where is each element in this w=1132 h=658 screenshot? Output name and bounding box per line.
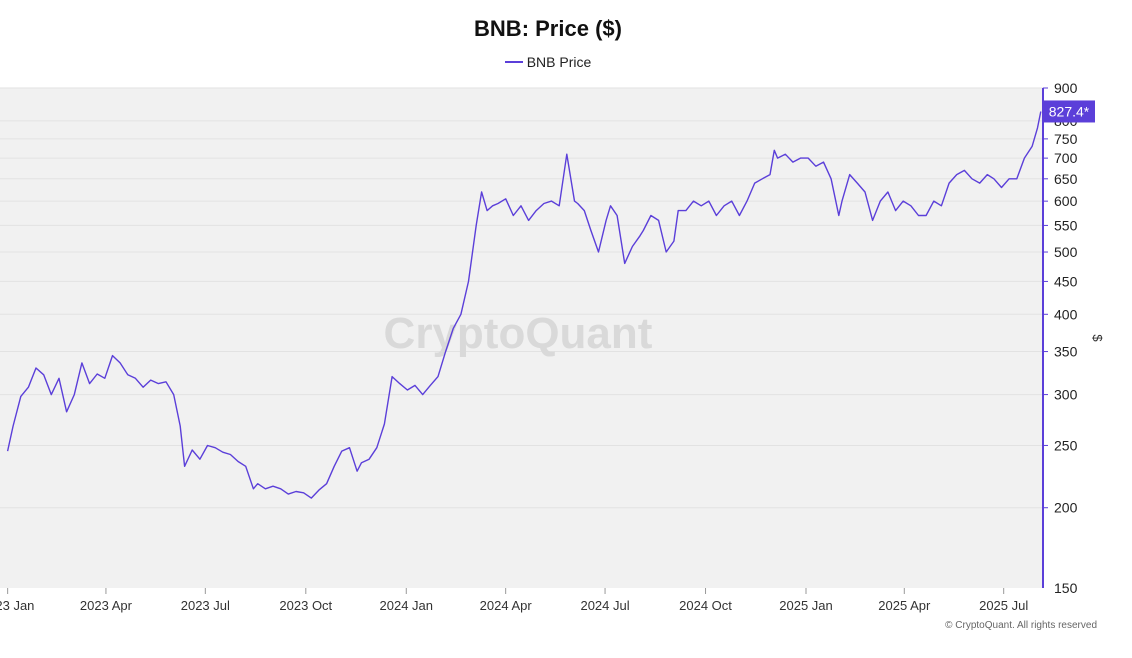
watermark: CryptoQuant bbox=[384, 309, 653, 358]
y-tick-label: 250 bbox=[1054, 437, 1078, 453]
x-axis: 2023 Jan 2023 Apr 2023 Jul 2023 Oct 2024 Jan… bbox=[0, 588, 1028, 613]
last-value-label: 827.4* bbox=[1049, 103, 1090, 119]
legend-line-swatch bbox=[504, 61, 523, 63]
x-tick-label: 2023 Oct bbox=[279, 598, 332, 613]
y-tick-label: 450 bbox=[1054, 273, 1078, 289]
y-tick-label: 550 bbox=[1054, 217, 1078, 233]
x-tick-label: 2023 Jan bbox=[0, 598, 34, 613]
y-tick-label: 400 bbox=[1054, 306, 1078, 322]
x-tick-label: 2024 Oct bbox=[679, 598, 732, 613]
x-tick-label: 2025 Jan bbox=[779, 598, 833, 613]
badge-background bbox=[1043, 100, 1095, 123]
y-tick-label: 750 bbox=[1054, 131, 1078, 147]
copyright-footer: © CryptoQuant. All rights reserved bbox=[945, 620, 1097, 631]
legend[interactable]: BNB Price bbox=[0, 54, 1096, 70]
y-tick-label: 600 bbox=[1054, 193, 1078, 209]
chart-title: BNB: Price ($) bbox=[474, 16, 622, 41]
y-tick-label: 350 bbox=[1054, 344, 1078, 360]
x-tick-label: 2023 Jul bbox=[181, 598, 230, 613]
x-tick-label: 2024 Apr bbox=[480, 598, 533, 613]
y-tick-label: 150 bbox=[1054, 580, 1078, 596]
y-tick-label: 300 bbox=[1054, 387, 1078, 403]
last-value-badge: 827.4* bbox=[1043, 100, 1095, 123]
x-tick-label: 2024 Jul bbox=[580, 598, 629, 613]
y-tick-label: 650 bbox=[1054, 171, 1078, 187]
y-tick-label: 200 bbox=[1054, 500, 1078, 516]
x-tick-label: 2025 Apr bbox=[878, 598, 931, 613]
x-tick-label: 2024 Jan bbox=[380, 598, 434, 613]
x-tick-label: 2025 Jul bbox=[979, 598, 1028, 613]
y-axis-label: $ bbox=[1090, 334, 1105, 342]
x-tick-label: 2023 Apr bbox=[80, 598, 133, 613]
y-tick-label: 900 bbox=[1054, 80, 1078, 96]
y-tick-label: 500 bbox=[1054, 244, 1078, 260]
series-line-bnb-price[interactable] bbox=[6, 111, 1042, 499]
legend-label: BNB Price bbox=[526, 54, 592, 70]
y-tick-label: 700 bbox=[1054, 150, 1078, 166]
plot-area bbox=[0, 88, 1043, 588]
y-axis: 2002503003504004505005506006507007508009… bbox=[1043, 80, 1078, 596]
